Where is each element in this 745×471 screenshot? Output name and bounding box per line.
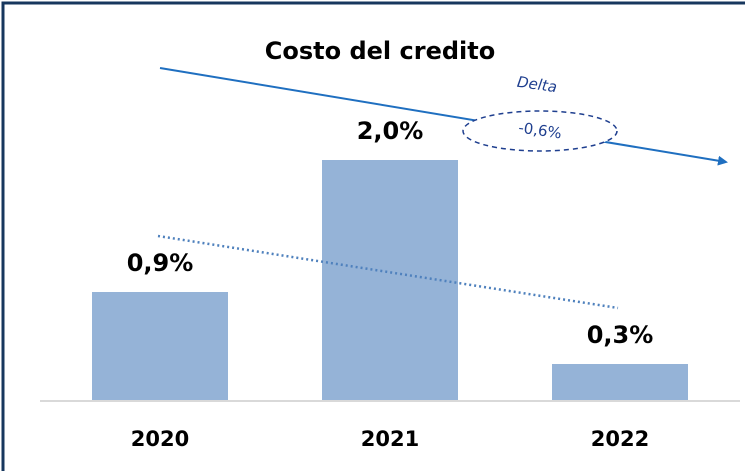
bar	[92, 292, 228, 400]
delta-arrow	[159, 67, 728, 166]
x-tick-label: 2020	[131, 427, 189, 451]
chart-title: Costo del credito	[265, 37, 495, 65]
x-tick-label: 2021	[361, 427, 419, 451]
value-label: 2,0%	[357, 117, 424, 145]
bar	[322, 160, 458, 400]
annotation: -0,6%	[517, 119, 563, 143]
annotation: Delta	[516, 73, 558, 96]
bar	[552, 364, 688, 400]
value-label: 0,9%	[127, 249, 194, 277]
x-tick-label: 2022	[591, 427, 649, 451]
value-label: 0,3%	[587, 321, 654, 349]
delta-ellipse	[462, 110, 618, 152]
